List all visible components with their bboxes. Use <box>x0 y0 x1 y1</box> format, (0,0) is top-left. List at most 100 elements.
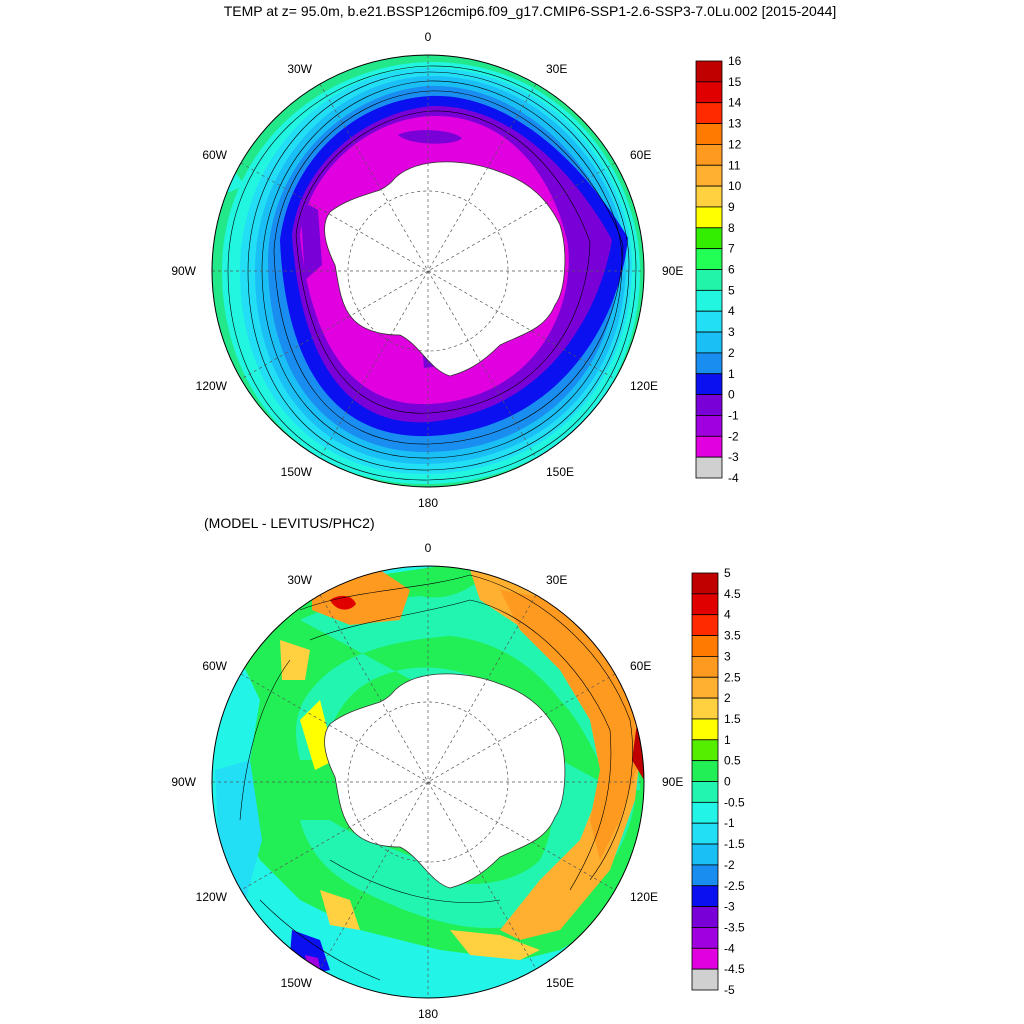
colorbar-tick-label: 1 <box>728 367 735 381</box>
colorbar-tick-label: -4 <box>728 471 739 485</box>
patch-0-east <box>570 215 604 270</box>
lon-label: 60E <box>630 659 651 673</box>
patch-0-north <box>398 130 462 144</box>
colorbar-tick-label: 3 <box>728 325 735 339</box>
difference-subtitle: (MODEL - LEVITUS/PHC2) <box>204 515 375 531</box>
lon-label: 150W <box>281 465 313 479</box>
diff-light-blue-west <box>215 760 262 920</box>
colorbar-tick-label: 2.5 <box>724 670 741 684</box>
bottom-longitude-labels: 0 30E 60E 90E 120E 150E 180 150W 120W 90… <box>171 541 683 1021</box>
colorbar-box <box>695 248 723 270</box>
colorbar-tick-label: 10 <box>728 179 742 193</box>
antarctica-landmass-bottom <box>324 673 566 889</box>
top-longitude-labels: 0 30E 60E 90E 120E 150E 180 150W 120W 90… <box>171 30 683 510</box>
colorbar-tick-label: 12 <box>728 137 742 151</box>
colorbar-box <box>695 352 723 375</box>
graticule <box>212 55 644 487</box>
diff-yellow-peninsula <box>300 700 335 770</box>
colorbar-box <box>691 927 719 949</box>
colorbar-tick-label: 8 <box>728 221 735 235</box>
lon-label: 120W <box>196 379 228 393</box>
colorbar-tick-label: 11 <box>728 158 741 172</box>
colorbar-tick-label: -4 <box>724 941 735 955</box>
colorbar-tick-label: 1.5 <box>724 712 741 726</box>
colorbar-tick-label: -5 <box>724 983 735 997</box>
colorbar-tick-label: -3.5 <box>724 920 745 934</box>
diff-red-nw <box>330 595 356 610</box>
colorbar-tick-label: -2 <box>728 429 739 443</box>
diff-blue-sw <box>290 930 330 975</box>
colorbar-box <box>695 164 723 187</box>
lon-label: 0 <box>425 541 432 555</box>
colorbar-tick-label: 6 <box>728 263 735 277</box>
lon-label: 120W <box>196 890 228 904</box>
colorbar-box <box>695 373 723 396</box>
colorbar-box <box>695 185 723 208</box>
colorbar-box <box>691 635 719 657</box>
colorbar-box <box>691 906 719 928</box>
colorbar-tick-label: 13 <box>728 117 742 131</box>
top-map-border <box>211 54 645 488</box>
colorbar-box <box>691 656 719 678</box>
colorbar-tick-label: -4.5 <box>724 962 745 976</box>
colorbar-box <box>695 456 723 479</box>
colorbar-box <box>691 760 719 782</box>
colorbar-box <box>691 864 719 887</box>
colorbar-box <box>691 781 719 803</box>
colorbar-tick-label: 3 <box>724 649 731 663</box>
lon-label: 120E <box>630 379 658 393</box>
bottom-map-border <box>211 565 645 999</box>
diff-purple-sw <box>305 955 320 968</box>
diff-red-east <box>632 700 644 780</box>
colorbar-box <box>695 102 723 124</box>
lon-label: 120E <box>630 890 658 904</box>
diff-yellow-west <box>280 640 310 680</box>
colorbar-tick-label: 0 <box>724 775 731 789</box>
colorbar-tick-label: 2 <box>728 346 735 360</box>
lon-label: 30W <box>287 62 312 76</box>
lon-label: 60W <box>202 659 227 673</box>
colorbar-tick-label: -2.5 <box>724 879 745 893</box>
colorbar-tick-label: 16 <box>728 54 742 68</box>
diff-contour-lines <box>239 574 633 981</box>
colorbar-tick-label: 9 <box>728 200 735 214</box>
colorbar-box <box>695 81 723 104</box>
lon-label: 150E <box>546 465 574 479</box>
colorbar-box <box>691 593 719 616</box>
colorbar-box <box>691 801 719 824</box>
lon-label: 90W <box>171 775 196 789</box>
diff-orange-core <box>500 590 640 860</box>
colorbar-box <box>695 206 723 229</box>
colorbar-box <box>695 289 723 312</box>
colorbar-box <box>695 415 723 437</box>
colorbar-box <box>691 572 719 595</box>
lon-label: 60W <box>202 148 227 162</box>
colorbar-tick-label: -0.5 <box>724 795 745 809</box>
top-temperature-map: 0 30E 60E 90E 120E 150E 180 150W 120W 90… <box>171 30 742 510</box>
diff-yellow-sw <box>320 890 360 930</box>
diff-cyan-inner <box>296 580 640 929</box>
antarctica-landmass <box>324 161 566 377</box>
colorbar-tick-label: 1 <box>724 733 731 747</box>
colorbar-tick-label: 5 <box>728 283 735 297</box>
lon-label: 180 <box>418 1007 438 1021</box>
colorbar-tick-label: 4 <box>724 608 731 622</box>
top-map-fill <box>212 55 644 487</box>
colorbar-box <box>695 435 723 458</box>
colorbar-box <box>691 718 719 741</box>
colorbar-tick-label: -3 <box>728 450 739 464</box>
colorbar-tick-label: 15 <box>728 75 742 89</box>
colorbar-box <box>691 885 719 908</box>
colorbar-tick-label: -2 <box>724 858 735 872</box>
colorbar-box <box>691 843 719 866</box>
diff-orange-nw <box>312 570 410 625</box>
colorbar-box <box>695 269 723 291</box>
diff-orange-band <box>470 570 644 940</box>
lon-label: 60E <box>630 148 651 162</box>
colorbar-box <box>695 60 723 83</box>
colorbar-tick-label: 7 <box>728 242 735 256</box>
colorbar-tick-label: 5 <box>724 566 731 580</box>
colorbar-box <box>691 968 719 991</box>
colorbar-tick-label: -1 <box>728 408 739 422</box>
